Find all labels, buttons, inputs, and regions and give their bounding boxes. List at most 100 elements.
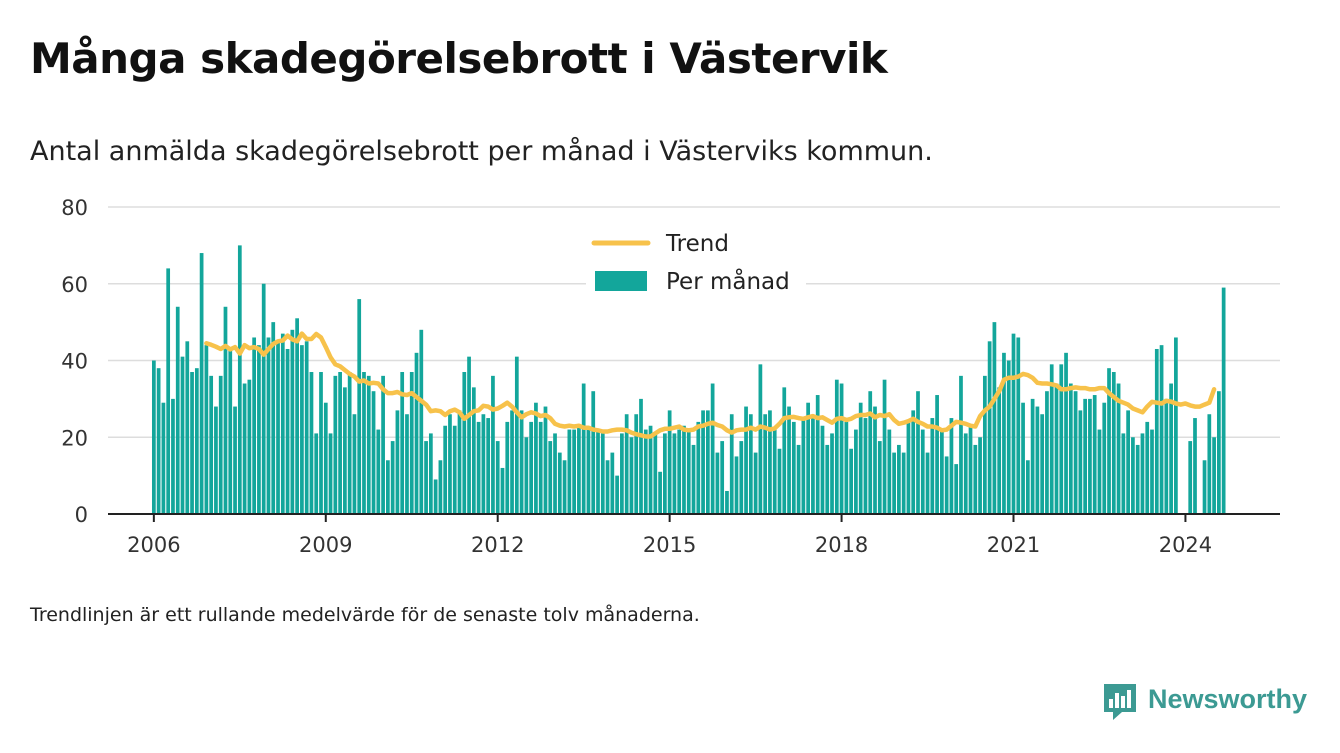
bar	[1030, 398, 1035, 515]
x-tick-label: 2006	[127, 533, 180, 557]
bar	[992, 322, 997, 515]
bar	[1016, 337, 1021, 514]
bar	[639, 398, 643, 515]
brand-name: Newsworthy	[1148, 684, 1308, 714]
bar	[701, 410, 705, 514]
newsworthy-brand[interactable]: Newsworthy	[1102, 682, 1322, 726]
bar	[959, 375, 963, 514]
bar	[1054, 383, 1059, 514]
bar	[386, 460, 390, 514]
bar	[304, 341, 309, 514]
bar	[300, 345, 304, 514]
bar	[581, 383, 586, 514]
bar	[954, 464, 959, 514]
bar	[252, 337, 257, 514]
chart-title: Många skadegörelsebrott i Västervik	[30, 34, 888, 83]
bar	[529, 421, 534, 514]
bar	[682, 425, 686, 514]
y-axis-ticks: 0 20 40 60 80	[61, 196, 88, 527]
bar	[705, 410, 710, 514]
bar	[982, 375, 987, 514]
bar	[849, 448, 853, 514]
x-tick-label: 2012	[471, 533, 524, 557]
bar	[1164, 398, 1169, 515]
bar	[180, 356, 185, 514]
bar	[897, 444, 901, 514]
bar	[1035, 406, 1040, 514]
bar	[185, 341, 190, 514]
bar	[868, 391, 873, 514]
bar	[376, 429, 381, 514]
legend-bars-label: Per månad	[666, 267, 790, 295]
bar	[343, 387, 347, 514]
bar	[1159, 345, 1164, 514]
bar	[839, 383, 844, 514]
bar	[261, 283, 266, 514]
chart: 0 20 40 60 80 2006 2009 2012 2015 2018 2021 2024 T…	[61, 196, 1280, 557]
bar	[605, 460, 610, 514]
bar	[309, 372, 314, 514]
bar	[1011, 333, 1016, 514]
bar	[156, 368, 161, 514]
bar	[295, 318, 299, 514]
bar	[667, 410, 672, 514]
bar	[763, 414, 768, 514]
bar	[901, 452, 906, 514]
bar	[930, 418, 935, 514]
bar	[1212, 437, 1216, 514]
bar	[911, 410, 916, 514]
bar	[1207, 414, 1212, 514]
bar	[438, 460, 443, 514]
bar	[280, 333, 285, 514]
bar	[1221, 287, 1226, 514]
bar	[648, 425, 653, 514]
bar	[577, 425, 581, 514]
y-tick-label: 20	[61, 426, 88, 450]
bar	[524, 437, 529, 514]
bar	[686, 429, 691, 514]
bar	[1045, 391, 1049, 514]
chart-subtitle: Antal anmälda skadegörelsebrott per måna…	[30, 136, 933, 167]
bar	[720, 441, 725, 514]
bar	[433, 479, 438, 514]
bar	[1145, 421, 1150, 514]
bar	[820, 425, 825, 514]
bar	[257, 345, 261, 514]
bar	[973, 444, 978, 514]
bar	[591, 391, 596, 514]
bar	[734, 456, 739, 514]
bar	[543, 406, 548, 514]
bar	[916, 391, 920, 514]
bar	[1049, 364, 1054, 514]
bar	[223, 306, 228, 514]
bar	[768, 410, 772, 514]
bar	[562, 460, 567, 514]
bar	[949, 418, 954, 514]
bar	[596, 429, 600, 514]
legend: Trend Per månad	[586, 222, 806, 298]
bar	[452, 425, 457, 514]
bar	[729, 414, 734, 514]
bar	[1006, 360, 1011, 514]
bar	[615, 475, 619, 515]
bar	[882, 379, 887, 514]
bar	[586, 429, 591, 514]
bar	[557, 452, 562, 514]
bar	[424, 441, 428, 514]
bar	[171, 398, 175, 515]
bar	[1188, 441, 1193, 514]
bar	[624, 414, 629, 514]
bar	[1116, 383, 1121, 514]
bar	[925, 452, 930, 514]
x-tick-label: 2015	[643, 533, 696, 557]
bar	[772, 429, 777, 514]
bar	[151, 360, 156, 514]
bar	[1169, 383, 1173, 514]
bar	[935, 395, 939, 514]
bar	[968, 425, 973, 514]
bar	[381, 375, 385, 514]
bar	[462, 372, 467, 514]
bar	[285, 348, 290, 514]
bar	[534, 402, 538, 514]
bar	[1217, 391, 1221, 514]
